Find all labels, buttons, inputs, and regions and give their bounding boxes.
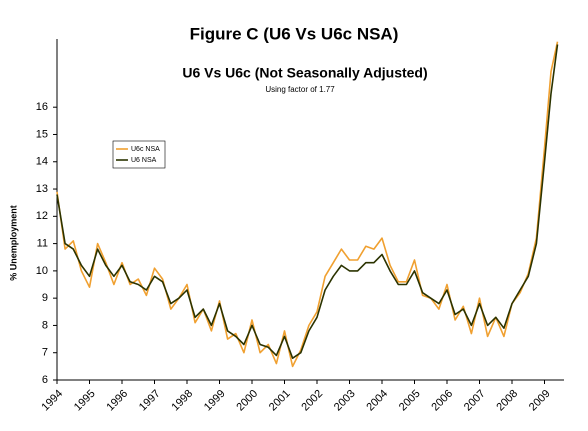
x-tick-label: 1996 <box>104 388 130 414</box>
x-tick-label: 1994 <box>39 388 65 414</box>
x-tick-label: 2002 <box>299 388 325 414</box>
y-tick-label: 10 <box>36 265 48 277</box>
x-tick-label: 2000 <box>234 388 260 414</box>
series-line <box>56 44 559 359</box>
y-tick-label: 12 <box>36 210 48 222</box>
chart-subtitle: U6 Vs U6c (Not Seasonally Adjusted) <box>182 65 427 81</box>
y-tick-label: 16 <box>36 101 48 113</box>
chart-title: Figure C (U6 Vs U6c NSA) <box>190 24 399 43</box>
y-tick-label: 9 <box>42 292 48 304</box>
x-tick-label: 1999 <box>202 388 228 414</box>
legend-label: U6c NSA <box>131 146 160 153</box>
y-tick-label: 14 <box>36 156 48 168</box>
x-tick-label: 2004 <box>364 388 390 414</box>
annotation: Using factor of 1.77 <box>265 85 335 94</box>
y-tick-label: 7 <box>42 347 48 359</box>
y-tick-label: 6 <box>42 374 48 386</box>
x-tick-label: 2009 <box>527 388 553 414</box>
y-tick-label: 15 <box>36 128 48 140</box>
y-tick-label: 11 <box>37 238 48 250</box>
y-tick-label: 13 <box>36 183 48 195</box>
y-tick-label: 8 <box>42 319 48 331</box>
x-tick-label: 2003 <box>332 388 358 414</box>
legend-box <box>112 140 166 169</box>
x-tick-label: 2008 <box>494 388 520 414</box>
x-tick-label: 2005 <box>397 388 423 414</box>
x-tick-label: 1997 <box>137 388 163 414</box>
y-axis-title: % Unemployment <box>8 205 18 281</box>
x-tick-label: 1995 <box>72 388 98 414</box>
x-tick-label: 2001 <box>267 388 293 414</box>
x-tick-label: 2006 <box>429 388 455 414</box>
legend-label: U6 NSA <box>131 157 157 164</box>
x-tick-label: 1998 <box>169 388 195 414</box>
x-tick-label: 2007 <box>462 388 488 414</box>
